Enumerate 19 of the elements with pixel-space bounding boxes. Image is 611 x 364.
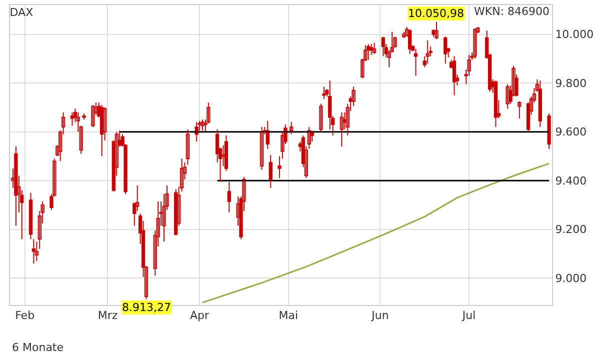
candlestick [278, 156, 282, 179]
x-tick-label: Jul [461, 309, 476, 322]
y-tick-label: 9.200 [555, 223, 587, 236]
chart-subtitle: WKN: 846900 [474, 5, 550, 18]
y-tick-label: 10.000 [555, 28, 594, 42]
y-tick-label: 9.800 [555, 76, 587, 90]
y-tick-label: 9.600 [555, 126, 587, 139]
annotation: 8.913,27 [122, 301, 171, 314]
x-tick-label: Mai [278, 309, 298, 322]
line-series [202, 162, 550, 304]
text: 6 Monate [12, 341, 64, 354]
x-tick-label: Jun [370, 309, 389, 322]
chart-title: DAX [10, 6, 34, 19]
annotation: 10.050,98 [408, 7, 464, 20]
y-tick-label: 9.400 [555, 174, 587, 188]
x-tick-label: Mrz [98, 309, 118, 322]
y-tick-label: 9.000 [555, 272, 587, 286]
x-tick-label: Apr [190, 309, 210, 322]
x-tick-label: Feb [15, 309, 35, 322]
